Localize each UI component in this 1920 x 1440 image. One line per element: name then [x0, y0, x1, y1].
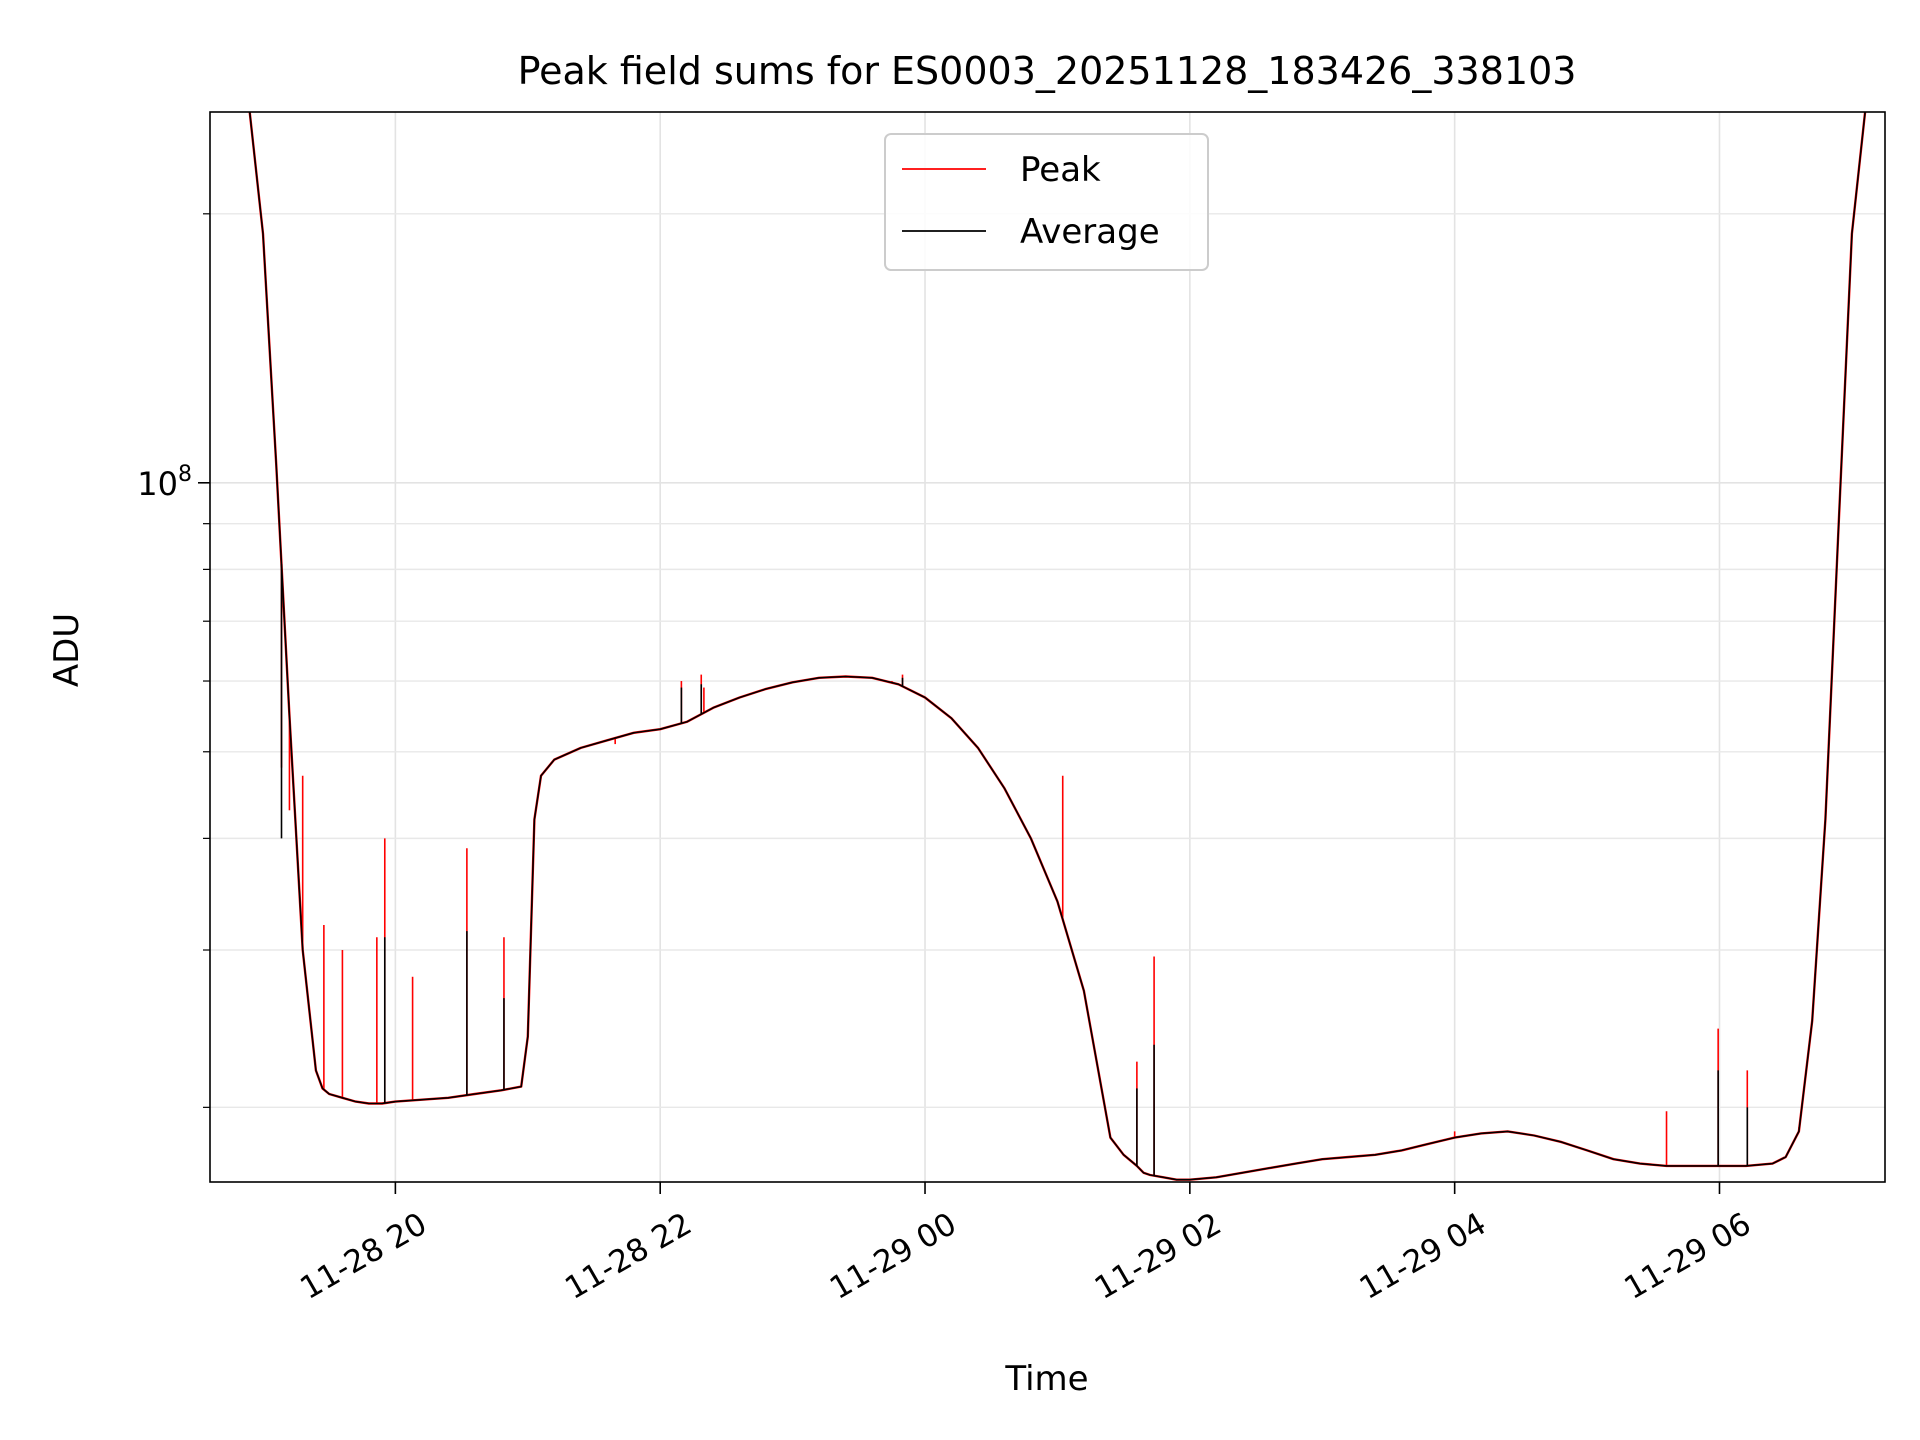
legend: Peak Average — [884, 133, 1209, 271]
legend-label-average: Average — [1020, 212, 1160, 252]
legend-box — [884, 133, 1209, 271]
chart-title: Peak field sums for ES0003_20251128_1834… — [518, 49, 1577, 93]
axes-frame — [209, 111, 1886, 1183]
grid-lines — [210, 112, 1885, 1182]
y-tick-label: 108 — [137, 462, 192, 503]
plot-area — [248, 112, 1867, 1181]
legend-label-peak: Peak — [1020, 150, 1101, 190]
x-axis-label: Time — [1004, 1359, 1088, 1399]
series-average-line — [248, 112, 1866, 1181]
y-axis-label: ADU — [47, 613, 87, 687]
